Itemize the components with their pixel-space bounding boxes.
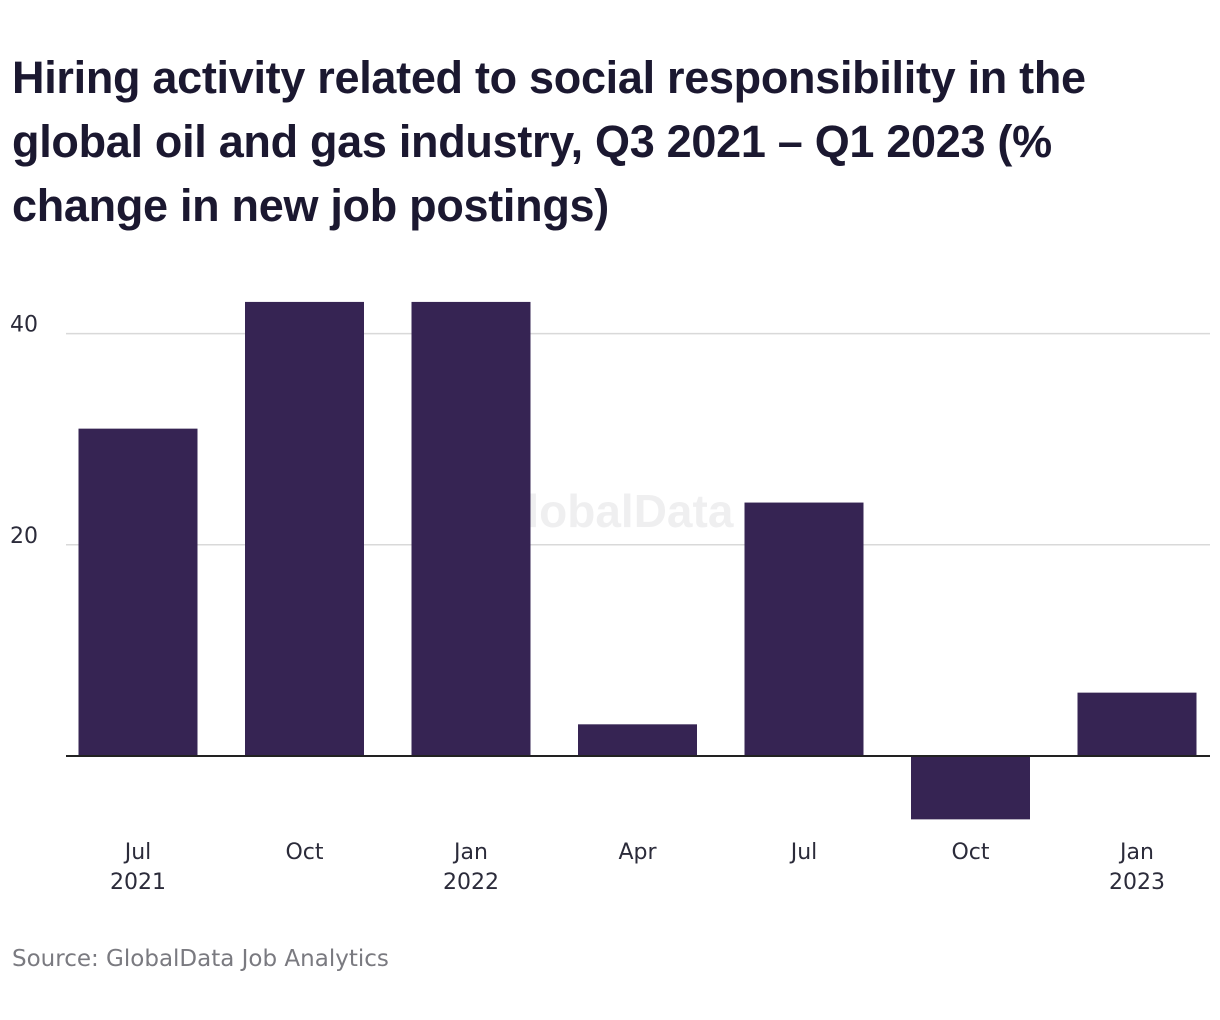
source-note: Source: GlobalData Job Analytics [12,946,389,972]
chart-title: Hiring activity related to social respon… [12,52,1086,231]
bar [911,756,1030,820]
x-tick-year-label: 2021 [110,870,166,895]
x-tick-label: Jul [123,840,152,865]
x-tick-label: Apr [618,840,657,865]
y-tick-label: 20 [10,524,38,549]
x-tick-label: Oct [285,840,323,865]
x-axis-labels: Jul 2021 Oct Jan 2022 Apr Jul Oct Jan 2023 [110,840,1165,895]
x-tick-label: Jul [789,840,818,865]
bar [578,724,697,756]
x-tick-label: Oct [951,840,989,865]
bar [78,428,198,756]
bar [744,502,864,756]
bars [78,301,1197,820]
y-tick-label: 40 [10,313,38,338]
watermark-logo: GlobalData [491,485,734,537]
bar [245,301,364,756]
bar [1077,692,1197,756]
x-tick-label: Jan [1118,840,1154,865]
bar-chart: 20 40 GlobalData Jul 2021 Oct Jan 2022 Apr Jul O… [10,301,1210,895]
x-tick-year-label: 2022 [443,870,499,895]
x-tick-year-label: 2023 [1109,870,1165,895]
x-tick-label: Jan [452,840,488,865]
bar [411,301,531,756]
